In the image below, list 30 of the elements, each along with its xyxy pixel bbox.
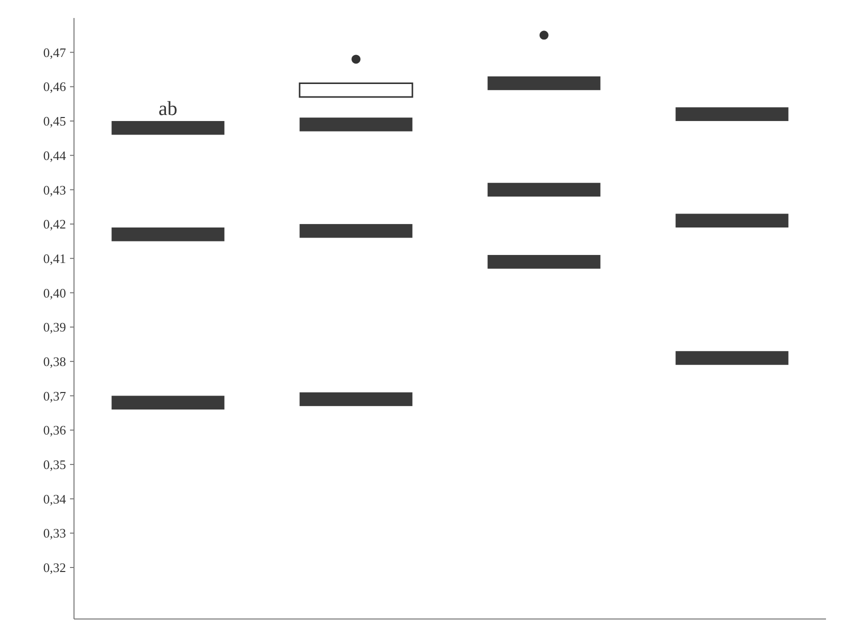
y-tick-label: 0,37 <box>43 388 66 404</box>
y-tick-label: 0,35 <box>43 457 66 472</box>
y-tick-label: 0,42 <box>43 216 66 232</box>
y-tick-label: 0,34 <box>43 491 66 506</box>
y-tick-label: 0,43 <box>43 182 66 198</box>
bar <box>488 182 600 197</box>
bar <box>676 107 788 122</box>
y-tick-label: 0,45 <box>43 114 66 129</box>
bar <box>300 224 412 238</box>
y-tick-label: 0,38 <box>43 354 66 369</box>
bar <box>300 392 412 406</box>
bar <box>298 82 414 98</box>
y-tick-label: 0,39 <box>43 320 66 335</box>
bar <box>300 118 412 132</box>
annotation: ab <box>158 98 178 120</box>
y-tick-label: 0,36 <box>43 422 66 438</box>
bar <box>112 227 224 242</box>
y-tick-label: 0,46 <box>43 79 66 94</box>
bar <box>488 254 600 269</box>
y-tick-label: 0,33 <box>43 526 66 541</box>
bar <box>112 396 224 410</box>
y-tick-label: 0,47 <box>43 44 66 60</box>
y-tick-label: 0,32 <box>43 560 66 576</box>
y-tick-label: 0,40 <box>43 285 66 300</box>
y-tick-label: 0,44 <box>43 148 66 163</box>
bar <box>676 351 788 365</box>
y-tick-label: 0,41 <box>43 250 66 266</box>
bar <box>676 214 788 228</box>
bar <box>112 121 224 135</box>
bar <box>488 76 600 90</box>
